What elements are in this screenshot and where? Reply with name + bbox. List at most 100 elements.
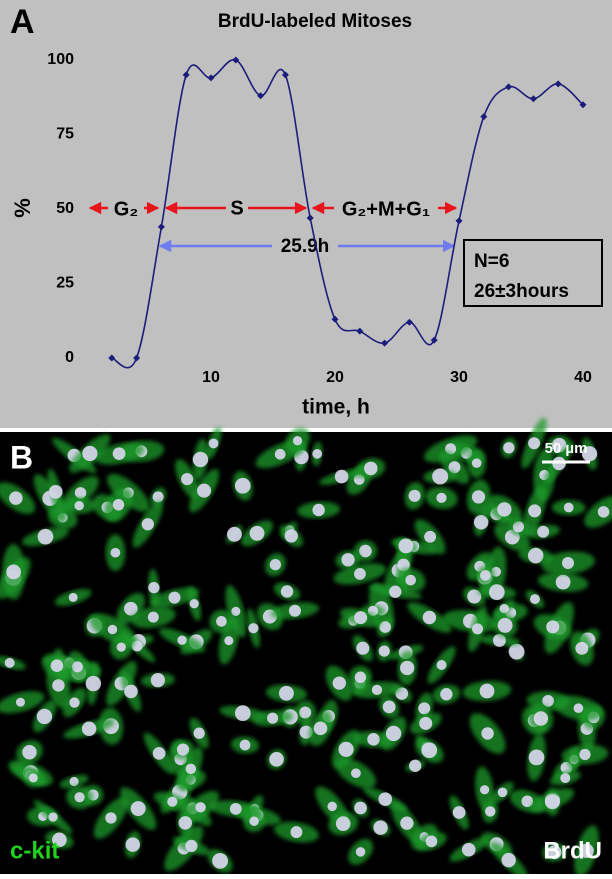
nucleus	[74, 500, 84, 511]
nucleus	[234, 477, 251, 494]
data-point	[405, 318, 413, 326]
nucleus	[107, 624, 118, 635]
nucleus	[82, 445, 98, 462]
nucleus	[123, 601, 138, 616]
nucleus	[485, 806, 496, 817]
nucleus	[269, 752, 284, 767]
nucleus	[461, 842, 476, 857]
y-tick-label: 75	[56, 126, 74, 143]
data-point	[381, 339, 389, 347]
nucleus	[551, 437, 567, 453]
nucleus	[405, 574, 416, 586]
nucleus	[112, 499, 125, 511]
nucleus	[382, 700, 396, 714]
nucleus	[185, 839, 198, 853]
nucleus	[378, 792, 393, 806]
phase-label: G₂	[114, 198, 138, 220]
nucleus	[312, 503, 325, 517]
nucleus	[497, 617, 513, 633]
nucleus	[278, 685, 294, 701]
nucleus	[546, 620, 560, 634]
nucleus	[479, 785, 490, 795]
nucleus	[421, 742, 438, 759]
nucleus	[248, 623, 259, 634]
nucleus	[81, 721, 97, 736]
y-tick-label: 100	[47, 51, 74, 68]
nucleus	[68, 592, 78, 602]
nucleus	[528, 749, 545, 766]
nucleus	[400, 660, 415, 676]
nucleus	[112, 447, 126, 461]
nucleus	[15, 697, 25, 707]
nucleus	[110, 547, 121, 558]
data-point	[430, 336, 438, 344]
data-point	[331, 315, 339, 323]
nucleus	[284, 529, 298, 543]
nucleus	[472, 623, 484, 635]
nucleus	[181, 473, 194, 486]
nucleus	[473, 515, 489, 530]
nucleus	[354, 801, 367, 815]
nucleus	[575, 641, 589, 655]
nucleus	[177, 635, 187, 645]
nucleus	[208, 438, 219, 449]
nucleus	[124, 684, 138, 699]
y-axis-label: %	[10, 198, 35, 218]
nucleus	[176, 743, 190, 756]
data-point	[554, 80, 562, 88]
nucleus	[528, 437, 541, 450]
nucleus	[116, 642, 126, 652]
nucleus	[72, 661, 83, 673]
nucleus	[529, 594, 540, 605]
nucleus	[467, 589, 482, 604]
nucleus	[479, 683, 495, 699]
nucleus	[579, 843, 594, 859]
nucleus	[400, 816, 414, 830]
nucleus	[389, 585, 402, 598]
nucleus	[432, 468, 449, 485]
nucleus	[521, 795, 534, 808]
nucleus	[9, 491, 23, 505]
scale-bar-label: 50 µm	[545, 440, 588, 457]
data-point	[108, 354, 116, 362]
data-point	[157, 223, 165, 231]
nucleus	[354, 671, 367, 683]
nucleus	[195, 802, 206, 813]
nucleus	[481, 727, 494, 740]
label-background	[334, 196, 438, 222]
nucleus	[425, 835, 438, 848]
nucleus	[147, 611, 159, 623]
nucleus	[408, 489, 421, 502]
nucleus	[189, 599, 199, 609]
nucleus	[131, 640, 143, 652]
nucleus	[527, 547, 544, 564]
y-tick-label: 0	[65, 349, 74, 366]
nucleus	[185, 763, 197, 775]
nucleus	[436, 659, 447, 670]
nucleus	[334, 469, 349, 484]
annotations: G₂ S G₂+M+G₁ 25.9h N=6 26±3hours	[88, 196, 603, 307]
phase-label: S	[230, 197, 243, 219]
nucleus	[480, 570, 491, 581]
label-background	[226, 196, 248, 220]
stain-label: BrdU	[543, 837, 602, 864]
nucleus	[497, 787, 508, 798]
nucleus	[4, 657, 15, 668]
nucleus	[471, 458, 482, 468]
nucleus	[267, 712, 279, 724]
nucleus	[239, 739, 251, 751]
nucleus	[397, 558, 410, 572]
nucleus	[152, 491, 164, 503]
nucleus	[371, 684, 383, 696]
nucleus	[74, 487, 87, 499]
nucleus	[28, 773, 38, 783]
interval-label: 25.9h	[281, 236, 330, 257]
nucleus	[50, 659, 64, 673]
nucleus	[141, 518, 154, 531]
x-tick-label: 30	[450, 369, 468, 386]
x-tick-label: 40	[574, 369, 592, 386]
nucleus	[581, 446, 598, 462]
nucleus	[419, 716, 433, 730]
data-point	[207, 74, 215, 82]
nucleus	[424, 530, 437, 543]
